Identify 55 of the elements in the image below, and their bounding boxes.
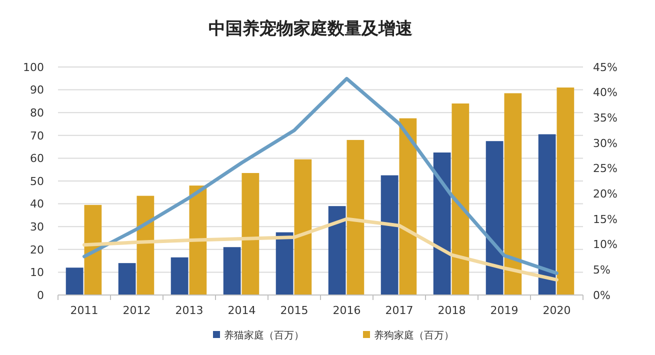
y2-tick-label: 20% [593, 188, 618, 201]
y-tick-label: 80 [30, 106, 44, 120]
y-tick-label: 0 [37, 288, 44, 302]
bar [486, 141, 504, 295]
x-tick-label: 2020 [542, 304, 571, 317]
y-tick-label: 70 [30, 129, 44, 142]
y2-tick-label: 5% [593, 264, 610, 277]
y2-tick-label: 30% [593, 136, 618, 150]
bar [538, 134, 556, 295]
y2-tick-label: 10% [593, 238, 618, 252]
legend-label: 养狗家庭（百万） [374, 330, 454, 342]
y-tick-label: 50 [30, 174, 44, 188]
x-tick-label: 2014 [228, 304, 256, 317]
line-series [82, 76, 558, 275]
y2-tick-label: 35% [593, 112, 618, 125]
x-tick-label: 2018 [438, 304, 466, 317]
bar [189, 186, 207, 295]
bar [556, 88, 574, 295]
y2-tick-label: 40% [593, 86, 618, 100]
bar [504, 93, 522, 295]
y2-tick-label: 0% [593, 288, 610, 302]
x-tick-label: 2011 [70, 304, 98, 317]
bar [433, 152, 451, 295]
x-tick-label: 2019 [490, 304, 518, 317]
y-tick-label: 40 [30, 198, 44, 211]
chart-title: 中国养宠物家庭数量及增速 [208, 19, 412, 39]
legend-label: 养猫家庭（百万） [224, 330, 304, 342]
y-tick-label: 60 [30, 152, 44, 166]
bar [170, 257, 188, 295]
bar [242, 173, 260, 295]
bar [328, 206, 346, 295]
y-tick-label: 100 [23, 60, 44, 74]
bar [380, 175, 398, 295]
y-tick-label: 20 [30, 243, 44, 256]
line-series [82, 217, 558, 282]
bar [118, 263, 136, 295]
y-tick-label: 30 [30, 220, 44, 234]
bar [136, 196, 154, 295]
bar [399, 118, 417, 295]
bar [223, 247, 241, 295]
x-tick-label: 2015 [280, 304, 308, 317]
bar [294, 159, 312, 295]
x-tick-label: 2013 [175, 304, 204, 317]
y-tick-label: 10 [30, 266, 44, 280]
y2-tick-label: 15% [593, 212, 618, 226]
y-tick-label: 90 [30, 84, 44, 97]
y2-tick-label: 45% [593, 60, 618, 74]
bar [452, 103, 470, 295]
bar [346, 140, 364, 295]
x-tick-label: 2012 [122, 304, 151, 317]
x-tick-label: 2016 [332, 304, 361, 317]
bar [276, 232, 294, 295]
y2-tick-label: 25% [593, 162, 618, 176]
x-tick-label: 2017 [385, 304, 414, 317]
bar [66, 268, 84, 295]
